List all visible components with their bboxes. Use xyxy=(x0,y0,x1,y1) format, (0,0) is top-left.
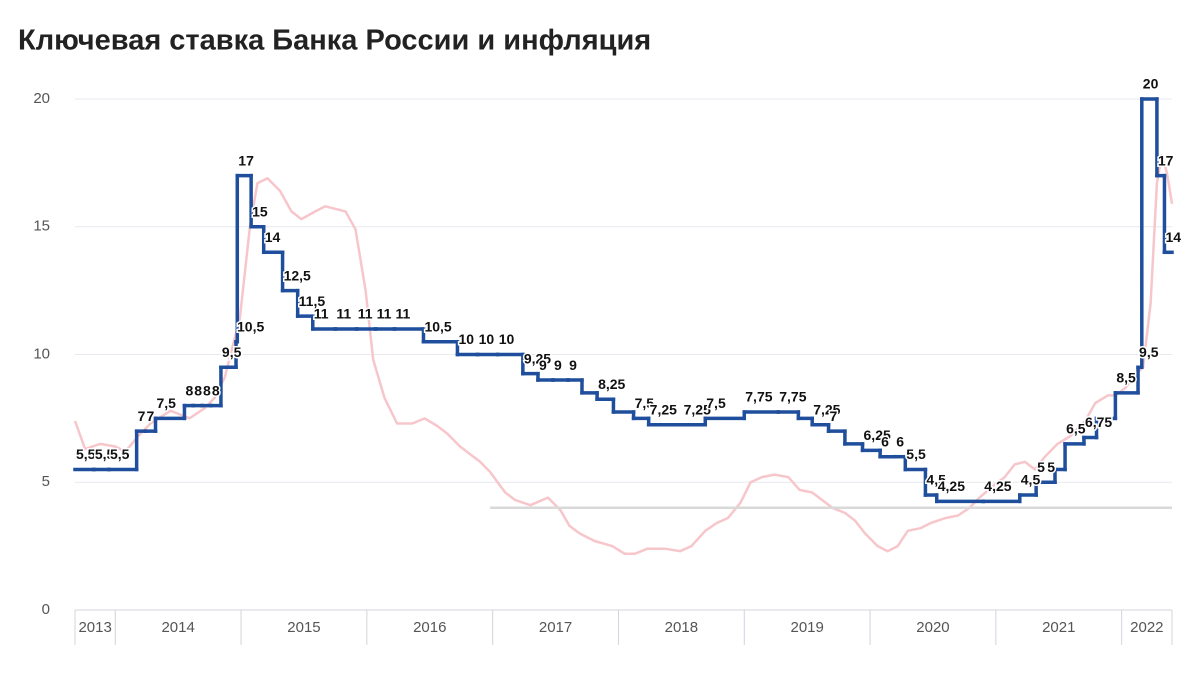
x-tick-label: 2015 xyxy=(287,619,320,636)
data-label: 4,25 xyxy=(984,478,1011,494)
data-label: 5,5 xyxy=(110,446,130,462)
data-label: 6,75 xyxy=(1085,414,1112,430)
data-label: 11 xyxy=(358,306,373,322)
x-tick-label: 2021 xyxy=(1042,619,1075,636)
data-label: 5 xyxy=(1047,459,1055,475)
data-label: 10,5 xyxy=(424,318,451,334)
data-label: 11 xyxy=(377,306,392,322)
data-label: 8 xyxy=(212,382,220,398)
data-label: 11 xyxy=(336,306,351,322)
data-label: 7,25 xyxy=(813,401,840,417)
data-label: 6 xyxy=(896,433,904,449)
data-label: 5,5 xyxy=(76,446,96,462)
y-tick-label: 10 xyxy=(33,345,50,362)
x-tick-label: 2016 xyxy=(413,619,446,636)
y-tick-label: 15 xyxy=(33,218,50,235)
data-label: 7,5 xyxy=(157,395,177,411)
data-label: 10,5 xyxy=(237,318,264,334)
data-label: 7,5 xyxy=(635,395,655,411)
data-label: 10 xyxy=(458,331,474,347)
data-label: 6,5 xyxy=(1066,421,1086,437)
data-label: 5,5 xyxy=(95,446,115,462)
y-tick-label: 5 xyxy=(42,473,50,490)
data-label: 8,25 xyxy=(598,376,625,392)
y-tick-label: 20 xyxy=(33,90,50,107)
data-label: 8 xyxy=(203,382,211,398)
data-label: 10 xyxy=(479,331,495,347)
data-label: 7,25 xyxy=(684,401,711,417)
data-label: 20 xyxy=(1143,76,1159,92)
data-label: 4,25 xyxy=(938,478,965,494)
data-label: 4,5 xyxy=(1021,472,1041,488)
data-label: 17 xyxy=(1158,152,1174,168)
data-label: 7 xyxy=(138,408,146,424)
data-label: 8,5 xyxy=(1116,370,1136,386)
data-label: 11 xyxy=(314,306,329,322)
data-label: 9,25 xyxy=(524,350,551,366)
line xyxy=(73,153,1174,556)
x-tick-label: 2018 xyxy=(665,619,698,636)
data-label: 17 xyxy=(238,152,254,168)
x-tick-label: 2020 xyxy=(916,619,949,636)
data-label: 8 xyxy=(194,382,202,398)
data-label: 7,75 xyxy=(745,389,772,405)
data-label: 14 xyxy=(265,229,281,245)
data-label: 9,5 xyxy=(1139,344,1159,360)
data-label: 11,5 xyxy=(299,293,326,309)
x-tick-label: 2014 xyxy=(161,619,194,636)
data-label: 14 xyxy=(1165,229,1181,245)
data-label: 9 xyxy=(539,357,547,373)
data-label: 7,75 xyxy=(779,389,806,405)
y-tick-label: 0 xyxy=(42,601,50,618)
data-label: 11 xyxy=(396,306,411,322)
data-label: 7,25 xyxy=(650,401,677,417)
data-label: 6 xyxy=(881,433,889,449)
x-tick-label: 2019 xyxy=(790,619,823,636)
data-label: 9,5 xyxy=(222,344,242,360)
data-label: 4,5 xyxy=(926,472,946,488)
data-label: 8 xyxy=(185,382,193,398)
data-label: 15 xyxy=(252,203,268,219)
data-label: 7 xyxy=(146,408,154,424)
data-label: 6,25 xyxy=(864,427,891,443)
data-label: 9 xyxy=(569,357,577,373)
data-label: 12,5 xyxy=(284,267,311,283)
data-label: 7,5 xyxy=(706,395,726,411)
x-tick-label: 2022 xyxy=(1130,619,1163,636)
data-label: 7 xyxy=(830,408,838,424)
data-label: 5 xyxy=(1037,459,1045,475)
chart-title: Ключевая ставка Банка России и инфляция xyxy=(18,25,651,57)
x-tick-label: 2017 xyxy=(539,619,572,636)
data-label: 5,5 xyxy=(906,446,926,462)
x-tick-label: 2013 xyxy=(78,619,111,636)
data-label: 9 xyxy=(554,357,562,373)
data-label: 10 xyxy=(499,331,515,347)
